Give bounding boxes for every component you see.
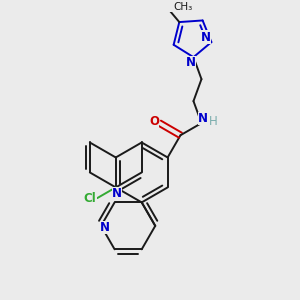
Text: N: N bbox=[186, 56, 196, 69]
Text: Cl: Cl bbox=[84, 192, 97, 205]
Text: N: N bbox=[198, 112, 208, 125]
Text: H: H bbox=[208, 115, 217, 128]
Text: CH₃: CH₃ bbox=[174, 2, 193, 12]
Text: N: N bbox=[112, 187, 122, 200]
Text: N: N bbox=[201, 31, 211, 44]
Text: N: N bbox=[100, 221, 110, 234]
Text: O: O bbox=[149, 115, 159, 128]
